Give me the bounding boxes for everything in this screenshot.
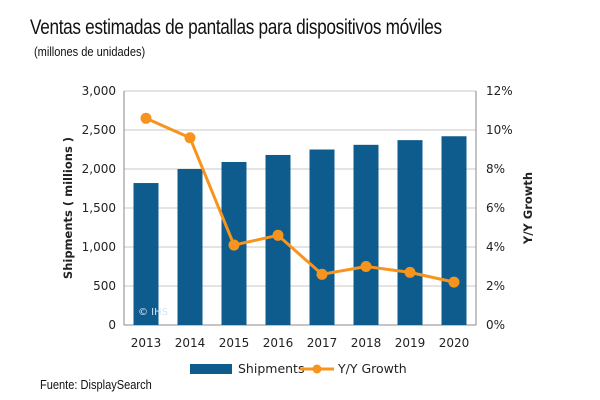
point-yy-growth-2017	[316, 268, 328, 280]
point-yy-growth-2018	[360, 261, 372, 272]
y-tick-label: 1,000	[82, 240, 116, 254]
bar-shipments-2013	[133, 183, 159, 325]
bar-shipments-2017	[309, 149, 335, 325]
point-yy-growth-2019	[404, 266, 416, 278]
y-tick-label: 0	[108, 318, 116, 332]
chart-subtitle: (millones de unidades)	[34, 44, 146, 59]
line-yy-growth	[145, 116, 455, 284]
y-axis-title: Shipments ( millions )	[61, 137, 75, 279]
y2-tick-label: 4%	[486, 240, 505, 254]
legend-swatch-shipments	[190, 364, 232, 374]
bar-shipments-2019	[397, 140, 423, 325]
source-note: Fuente: DisplaySearch	[40, 377, 152, 392]
y-tick-label: 500	[93, 279, 116, 293]
y-tick-label: 2,500	[82, 123, 116, 137]
x-tick-label: 2020	[439, 336, 470, 350]
y2-tick-label: 0%	[486, 318, 505, 332]
x-tick-label: 2014	[175, 336, 206, 350]
y2-tick-label: 8%	[486, 162, 505, 176]
x-tick-label: 2019	[395, 336, 426, 350]
x-tick-label: 2018	[351, 336, 382, 350]
point-yy-growth-2014	[184, 132, 196, 144]
x-tick-label: 2016	[263, 336, 294, 350]
x-tick-label: 2017	[307, 336, 338, 350]
y2-tick-label: 10%	[486, 123, 513, 137]
legend-marker-yy-growth	[312, 364, 322, 374]
x-tick-label: 2013	[131, 336, 162, 350]
legend-label-yy-growth: Y/Y Growth	[337, 361, 407, 376]
point-yy-growth-2015	[228, 239, 240, 251]
point-yy-growth-2013	[140, 112, 152, 124]
y2-tick-label: 6%	[486, 201, 505, 215]
bar-shipments-2018	[353, 144, 379, 325]
y-tick-label: 1,500	[82, 201, 116, 215]
y2-tick-label: 12%	[486, 84, 513, 98]
y-tick-label: 3,000	[82, 84, 116, 98]
y2-axis-title: Y/Y Growth	[521, 172, 535, 245]
y-tick-label: 2,000	[82, 162, 116, 176]
watermark: © IHS	[138, 307, 168, 318]
point-yy-growth-2020	[448, 276, 460, 288]
bar-shipments-2020	[441, 136, 467, 325]
chart-title: Ventas estimadas de pantallas para dispo…	[30, 16, 442, 39]
bar-shipments-2014	[177, 169, 203, 325]
y2-tick-label: 2%	[486, 279, 505, 293]
point-yy-growth-2016	[272, 229, 284, 241]
x-tick-label: 2015	[219, 336, 250, 350]
legend-label-shipments: Shipments	[238, 361, 304, 376]
